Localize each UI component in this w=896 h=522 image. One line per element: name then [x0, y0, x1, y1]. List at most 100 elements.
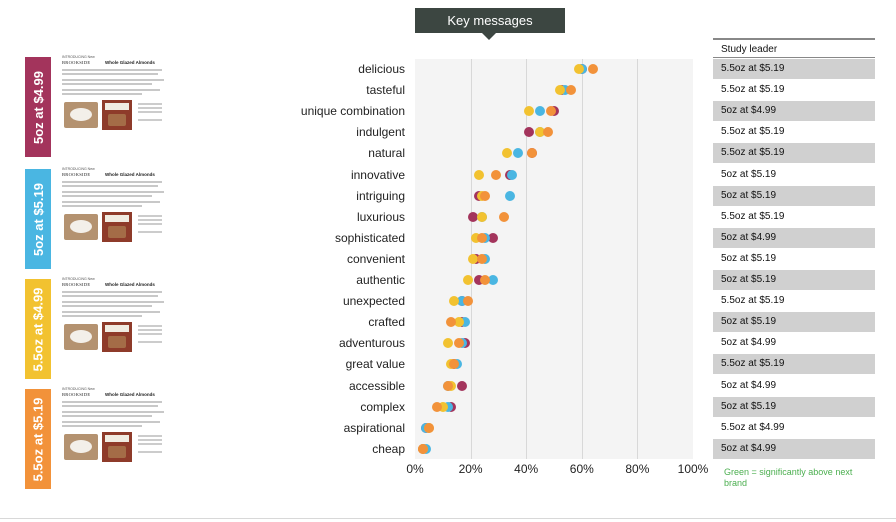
study-leader-row: 5.5oz at $4.99	[721, 421, 785, 433]
data-point	[443, 338, 454, 349]
plot-area	[415, 59, 693, 459]
card-text-line	[62, 195, 152, 197]
card-side-text	[138, 215, 162, 217]
card-product-name: Whole Glazed Almonds	[105, 282, 155, 287]
card-product-name: Whole Glazed Almonds	[105, 60, 155, 65]
data-point	[473, 169, 484, 180]
card-product-name: Whole Glazed Almonds	[105, 172, 155, 177]
card-text-line	[62, 89, 160, 91]
data-point	[418, 443, 429, 454]
card-text-line	[62, 415, 152, 417]
data-point	[501, 148, 512, 159]
category-label: cheap	[372, 441, 405, 456]
data-point	[448, 296, 459, 307]
card-product-photo	[64, 102, 98, 128]
product-card: INTRODUCING New BROOKSIDE Whole Glazed Alm…	[58, 53, 168, 161]
card-text-line	[62, 73, 158, 75]
card-side-text	[138, 103, 162, 105]
grid-line	[526, 59, 527, 459]
card-intro-text: INTRODUCING New	[62, 277, 95, 281]
card-side-text	[138, 111, 162, 113]
significance-note: Green = significantly above next brand	[724, 467, 853, 488]
card-text-line	[62, 291, 162, 293]
study-leader-header: Study leader	[713, 38, 875, 58]
product-card: INTRODUCING New BROOKSIDE Whole Glazed Alm…	[58, 165, 168, 273]
data-point	[476, 232, 487, 243]
category-label: unexpected	[342, 294, 405, 309]
study-leader-row: 5.5oz at $5.19	[713, 354, 875, 375]
variant-tab-label: 5.5oz at $5.19	[30, 397, 46, 481]
study-leader-row: 5oz at $4.99	[713, 438, 875, 459]
variant-tab: 5oz at $5.19	[25, 169, 51, 269]
data-point	[487, 232, 498, 243]
card-product-package	[102, 322, 132, 352]
category-label: intriguing	[356, 188, 405, 203]
study-leader-row: 5oz at $5.19	[721, 168, 777, 180]
data-point	[432, 401, 443, 412]
card-text-line	[62, 311, 160, 313]
card-product-photo	[64, 434, 98, 460]
study-leader-row: 5oz at $5.19	[721, 252, 777, 264]
card-side-text	[138, 443, 162, 445]
data-point	[526, 148, 537, 159]
card-text-line	[62, 79, 164, 81]
data-point	[512, 148, 523, 159]
data-point	[535, 127, 546, 138]
data-point	[423, 422, 434, 433]
category-label: luxurious	[356, 209, 405, 224]
data-point	[473, 275, 484, 285]
card-text-line	[62, 301, 164, 303]
variant-tab-label: 5oz at $4.99	[30, 70, 46, 144]
data-point	[454, 338, 465, 349]
card-brand-logo: BROOKSIDE	[62, 60, 91, 65]
data-point	[457, 380, 468, 391]
data-point	[476, 253, 487, 264]
card-text-line	[62, 405, 158, 407]
study-leader-row: 5oz at $4.99	[721, 379, 777, 391]
card-side-text	[138, 231, 162, 233]
card-side-text	[138, 219, 162, 221]
data-point	[448, 359, 459, 370]
study-leader-row: 5oz at $5.19	[713, 185, 875, 206]
card-text-line	[62, 185, 158, 187]
study-leader-row: 5oz at $5.19	[713, 396, 875, 417]
data-point	[565, 85, 576, 96]
variant-tab: 5.5oz at $4.99	[25, 279, 51, 379]
card-product-package	[102, 432, 132, 462]
chart-title-text: Key messages	[447, 13, 533, 28]
data-point	[479, 190, 490, 201]
card-side-text	[138, 119, 162, 121]
card-brand-logo: BROOKSIDE	[62, 172, 91, 177]
card-product-name: Whole Glazed Almonds	[105, 392, 155, 397]
data-point	[443, 380, 454, 391]
card-side-text	[138, 325, 162, 327]
data-point	[454, 317, 465, 328]
study-leader-row: 5.5oz at $5.19	[721, 295, 785, 307]
study-leader-row: 5oz at $4.99	[713, 101, 875, 122]
data-point	[507, 169, 518, 180]
card-product-package	[102, 212, 132, 242]
variant-tab-label: 5.5oz at $4.99	[30, 287, 46, 371]
study-leader-row: 5.5oz at $5.19	[721, 84, 785, 96]
card-text-line	[62, 69, 162, 71]
card-side-text	[138, 451, 162, 453]
card-intro-text: INTRODUCING New	[62, 387, 95, 391]
card-product-photo	[64, 214, 98, 240]
product-card: INTRODUCING New BROOKSIDE Whole Glazed Alm…	[58, 385, 168, 493]
x-tick-label: 0%	[406, 462, 424, 476]
card-text-line	[62, 411, 164, 413]
x-tick-label: 60%	[569, 462, 594, 476]
x-tick-label: 100%	[677, 462, 709, 476]
data-point	[487, 275, 498, 285]
card-text-line	[62, 83, 152, 85]
study-leader-row: 5oz at $5.19	[713, 270, 875, 290]
card-text-line	[62, 305, 152, 307]
category-label: crafted	[368, 315, 405, 330]
card-product-photo	[64, 324, 98, 350]
card-intro-text: INTRODUCING New	[62, 55, 95, 59]
grid-line	[582, 59, 583, 459]
study-leader-row: 5.5oz at $5.19	[713, 59, 875, 79]
grid-line	[637, 59, 638, 459]
data-point	[457, 296, 468, 307]
data-point	[479, 275, 490, 285]
